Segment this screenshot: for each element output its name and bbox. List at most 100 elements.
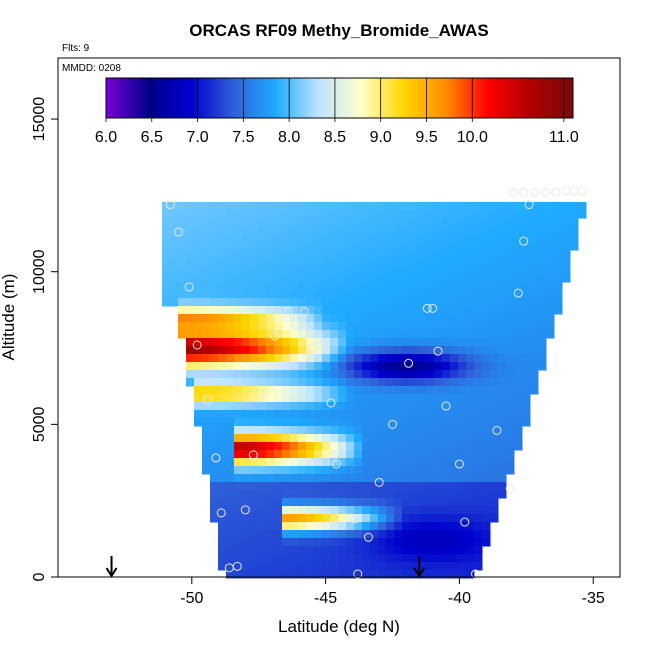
heatmap-cell [186, 202, 195, 211]
heatmap-cell [394, 490, 403, 499]
heatmap-cell [330, 378, 339, 387]
heatmap-cell [338, 442, 347, 451]
heatmap-cell [394, 322, 403, 331]
heatmap-cell [498, 226, 507, 235]
heatmap-cell [498, 362, 507, 371]
heatmap-cell [258, 482, 267, 491]
heatmap-cell [450, 386, 459, 395]
heatmap-cell [274, 314, 283, 323]
heatmap-cell [322, 330, 331, 339]
heatmap-cell [338, 370, 347, 379]
heatmap-cell [402, 474, 411, 483]
heatmap-cell [450, 482, 459, 491]
heatmap-cell [362, 402, 371, 411]
heatmap-cell [306, 530, 315, 539]
heatmap-cell [266, 290, 275, 299]
heatmap-cell [338, 338, 347, 347]
heatmap-cell [378, 378, 387, 387]
heatmap-cell [258, 554, 267, 563]
heatmap-cell [442, 482, 451, 491]
heatmap-cell [522, 282, 531, 291]
heatmap-cell [434, 570, 443, 579]
heatmap-cell [258, 346, 267, 355]
heatmap-cell [442, 354, 451, 363]
heatmap-cell [322, 242, 331, 251]
heatmap-cell [346, 394, 355, 403]
heatmap-cell [186, 274, 195, 283]
heatmap-cell [426, 394, 435, 403]
heatmap-cell [466, 266, 475, 275]
heatmap-cell [338, 378, 347, 387]
heatmap-cell [426, 530, 435, 539]
heatmap-cell [242, 378, 251, 387]
heatmap-cell [386, 530, 395, 539]
heatmap-cell [250, 242, 259, 251]
heatmap-cell [362, 322, 371, 331]
heatmap-cell [458, 490, 467, 499]
heatmap-cell [506, 442, 515, 451]
heatmap-cell [514, 258, 523, 267]
heatmap-cell [314, 306, 323, 315]
heatmap-cell [346, 410, 355, 419]
heatmap-cell [274, 570, 283, 579]
sample-marker [211, 453, 221, 463]
heatmap-cell [546, 226, 555, 235]
heatmap-cell [362, 282, 371, 291]
heatmap-cell [490, 402, 499, 411]
heatmap-cell [378, 394, 387, 403]
heatmap-cell [290, 410, 299, 419]
heatmap-cell [410, 266, 419, 275]
heatmap-cell [466, 322, 475, 331]
heatmap-cell [242, 242, 251, 251]
heatmap-cell [274, 242, 283, 251]
heatmap-cell [258, 210, 267, 219]
heatmap-cell [570, 234, 579, 243]
heatmap-cell [338, 514, 347, 523]
heatmap-cell [186, 322, 195, 331]
heatmap-cell [218, 490, 227, 499]
sample-marker [173, 227, 183, 237]
heatmap-cell [482, 482, 491, 491]
heatmap-cell [266, 410, 275, 419]
heatmap-cell [330, 530, 339, 539]
heatmap-cell [250, 250, 259, 259]
heatmap-cell [202, 314, 211, 323]
heatmap-cell [338, 522, 347, 531]
heatmap-cell [314, 346, 323, 355]
heatmap-cell [458, 554, 467, 563]
colorbar-gradient [105, 77, 574, 119]
heatmap-cell [234, 514, 243, 523]
heatmap-cell [498, 258, 507, 267]
sample-marker [551, 187, 561, 197]
heatmap-cell [354, 282, 363, 291]
heatmap-cell [242, 474, 251, 483]
heatmap-cell [370, 410, 379, 419]
heatmap-cell [482, 346, 491, 355]
heatmap-cell [218, 370, 227, 379]
heatmap-cell [362, 354, 371, 363]
heatmap-cell [202, 330, 211, 339]
heatmap-cell [354, 466, 363, 475]
heatmap-cell [474, 394, 483, 403]
heatmap-cell [274, 522, 283, 531]
heatmap-cell [218, 314, 227, 323]
heatmap-cell [530, 250, 539, 259]
heatmap-cell [218, 498, 227, 507]
heatmap-cell [282, 274, 291, 283]
heatmap-cell [322, 570, 331, 579]
heatmap-cell [474, 386, 483, 395]
heatmap-cell [298, 482, 307, 491]
heatmap-cell [490, 386, 499, 395]
heatmap-cell [466, 466, 475, 475]
heatmap-cell [226, 466, 235, 475]
heatmap-cell [258, 322, 267, 331]
heatmap-cell [274, 434, 283, 443]
heatmap-cell [418, 322, 427, 331]
heatmap-cell [266, 554, 275, 563]
heatmap-cell [418, 450, 427, 459]
heatmap-cell [202, 434, 211, 443]
heatmap-cell [514, 306, 523, 315]
heatmap-cell [538, 330, 547, 339]
heatmap-cell [226, 506, 235, 515]
heatmap-cell [226, 314, 235, 323]
